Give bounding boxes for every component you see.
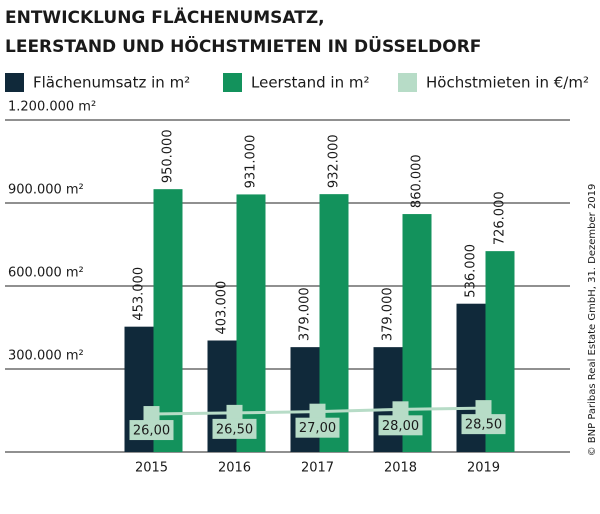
value-label: 27,00 <box>299 421 336 436</box>
legend-label: Leerstand in m² <box>251 74 369 92</box>
x-tick-label: 2018 <box>384 461 417 476</box>
value-label: 932.000 <box>327 134 342 188</box>
label-box <box>129 420 174 441</box>
value-label: 403.000 <box>215 281 230 335</box>
value-label: 26,00 <box>133 424 170 439</box>
value-label: 26,50 <box>216 422 253 437</box>
x-tick-label: 2016 <box>218 461 251 476</box>
value-label: 950.000 <box>161 129 176 183</box>
value-label: 931.000 <box>244 135 259 189</box>
line-point <box>475 400 492 417</box>
x-tick-label: 2015 <box>135 461 168 476</box>
legend-marker <box>223 73 242 92</box>
legend-label: Flächenumsatz in m² <box>33 74 190 92</box>
y-tick-label: 1.200.000 m² <box>8 100 96 115</box>
value-label: 536.000 <box>464 244 479 298</box>
value-label: 28,00 <box>382 419 419 434</box>
legend-marker <box>398 73 417 92</box>
source-note: © BNP Paribas Real Estate GmbH, 31. Deze… <box>587 184 598 457</box>
label-box <box>378 415 423 436</box>
y-tick-label: 300.000 m² <box>8 349 84 364</box>
bar <box>373 347 403 452</box>
legend-label: Höchstmieten in €/m² <box>426 74 589 92</box>
label-box <box>212 418 257 439</box>
line-point <box>143 406 160 423</box>
chart-title: LEERSTAND UND HÖCHSTMIETEN IN DÜSSELDORF <box>5 35 481 57</box>
value-label: 860.000 <box>410 154 425 208</box>
line-point <box>392 401 409 418</box>
value-label: 379.000 <box>381 287 396 341</box>
chart-title: ENTWICKLUNG FLÄCHENUMSATZ, <box>5 6 325 28</box>
x-tick-label: 2019 <box>467 461 500 476</box>
value-label: 726.000 <box>493 191 508 245</box>
y-tick-label: 900.000 m² <box>8 183 84 198</box>
legend-marker <box>5 73 24 92</box>
line-point <box>309 403 326 420</box>
label-box <box>461 414 506 435</box>
label-box <box>295 417 340 438</box>
y-tick-label: 600.000 m² <box>8 266 84 281</box>
value-label: 379.000 <box>298 287 313 341</box>
value-label: 453.000 <box>132 267 147 321</box>
value-label: 28,50 <box>465 418 502 433</box>
x-tick-label: 2017 <box>301 461 334 476</box>
line-point <box>226 404 243 421</box>
